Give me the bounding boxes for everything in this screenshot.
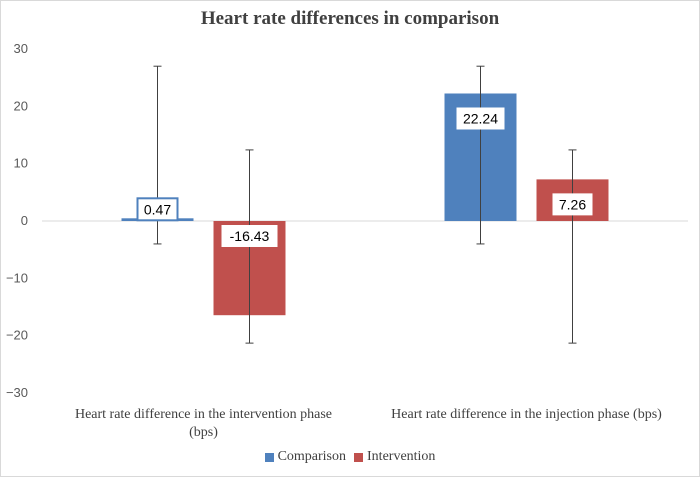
y-tick-label: −20 [6, 328, 28, 343]
legend-label-comparison: Comparison [277, 449, 347, 464]
y-tick-label: 30 [14, 41, 28, 56]
category-label-0: Heart rate difference in the interventio… [75, 407, 332, 422]
legend-swatch-intervention [354, 452, 364, 462]
legend-label-intervention: Intervention [367, 449, 436, 464]
y-tick-label: 20 [14, 98, 28, 113]
data-label-box [221, 225, 278, 247]
y-tick-label: −30 [6, 385, 28, 400]
legend-swatch-comparison [264, 452, 274, 462]
chart-title: Heart rate differences in comparison [200, 8, 500, 29]
data-label-intervention-0: -16.43 [230, 228, 270, 244]
y-tick-label: −10 [6, 270, 28, 285]
legend: Comparison Intervention [0, 449, 700, 465]
data-label-comparison-1: 22.24 [463, 110, 498, 126]
legend-item-intervention: Intervention [354, 449, 435, 465]
y-tick-label: 10 [14, 156, 28, 171]
category-label-0: (bps) [189, 425, 218, 440]
category-label-1: Heart rate difference in the injection p… [391, 407, 662, 422]
data-label-intervention-1: 7.26 [559, 196, 586, 212]
legend-item-comparison: Comparison [264, 449, 347, 465]
data-label-box [456, 107, 505, 130]
data-label-box [552, 193, 593, 216]
y-tick-label: 0 [21, 213, 28, 228]
data-label-box [136, 197, 179, 222]
data-label-comparison-0: 0.47 [144, 201, 171, 217]
